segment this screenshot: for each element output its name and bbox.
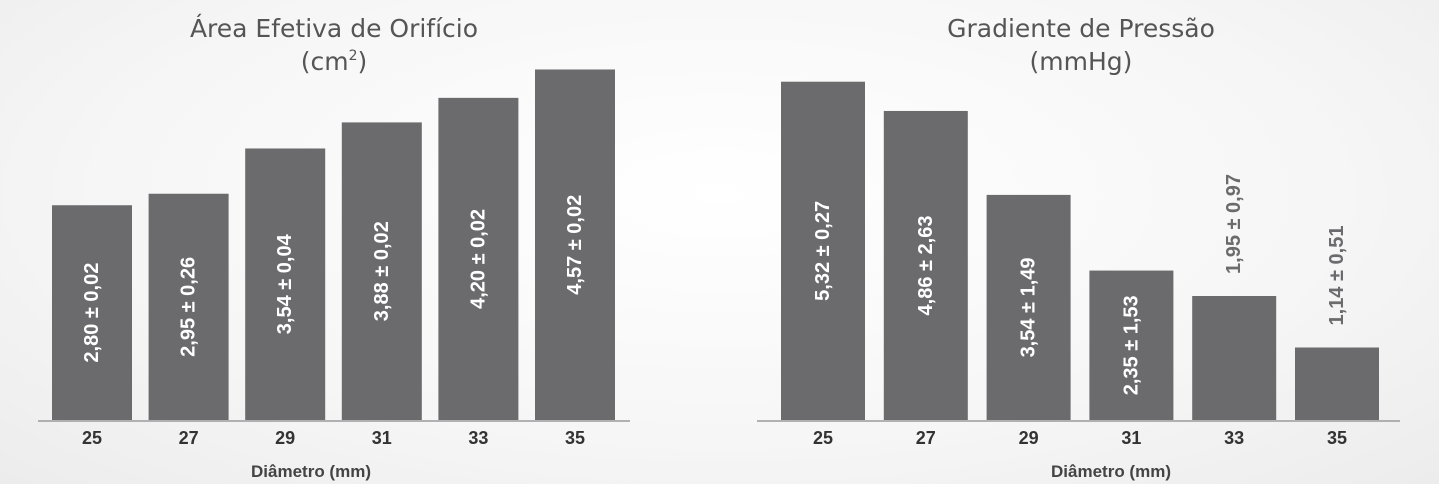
chart-title-line1: Área Efetiva de Orifício: [190, 14, 478, 43]
data-label: 1,95 ± 0,97: [1223, 174, 1245, 274]
chart-title-line2: (mmHg): [1030, 47, 1133, 76]
bar-31: [341, 122, 422, 421]
bar-33: [1192, 296, 1277, 420]
bar-27: [883, 110, 968, 420]
x-tick-label: 35: [565, 428, 585, 448]
x-tick-label: 25: [82, 428, 102, 448]
data-label: 2,80 ± 0,02: [81, 263, 103, 363]
x-tick-label: 25: [813, 428, 833, 448]
x-tick-label: 27: [179, 428, 199, 448]
x-tick-label: 35: [1327, 428, 1347, 448]
bar-35: [1295, 347, 1379, 420]
bar-27: [148, 193, 229, 420]
bar-25: [781, 81, 865, 420]
chart-title-line2: (cm2): [301, 47, 368, 76]
x-tick-label: 29: [275, 428, 295, 448]
bar-29: [986, 194, 1071, 420]
x-axis-label: Diâmetro (mm): [1051, 462, 1171, 481]
x-tick-label: 29: [1019, 428, 1039, 448]
data-label: 3,54 ± 1,49: [1018, 257, 1040, 357]
bar-31: [1089, 270, 1174, 420]
x-tick-label: 31: [1121, 428, 1141, 448]
chart-effective-orifice-area: Área Efetiva de Orifício (cm2) Diâmetro …: [38, 14, 630, 481]
bar-35: [535, 69, 615, 420]
data-label: 4,20 ± 0,02: [467, 209, 489, 309]
data-label: 4,86 ± 2,63: [915, 216, 937, 316]
chart-pressure-gradient: Gradiente de Pressão (mmHg) Diâmetro (mm…: [757, 14, 1400, 481]
data-label: 1,14 ± 0,51: [1326, 226, 1348, 326]
x-axis-label: Diâmetro (mm): [251, 462, 371, 481]
data-label: 2,95 ± 0,26: [178, 257, 200, 357]
x-tick-label: 27: [916, 428, 936, 448]
data-label: 2,35 ± 1,53: [1120, 295, 1142, 395]
x-tick-label: 31: [372, 428, 392, 448]
bar-33: [438, 97, 519, 421]
data-label: 4,57 ± 0,02: [564, 195, 586, 295]
data-label: 3,54 ± 0,04: [274, 233, 296, 334]
data-label: 3,88 ± 0,02: [371, 221, 393, 321]
x-tick-label: 33: [468, 428, 488, 448]
bar-25: [52, 205, 132, 420]
bar-29: [245, 148, 326, 421]
x-tick-label: 33: [1224, 428, 1244, 448]
chart-title-line1: Gradiente de Pressão: [947, 14, 1215, 43]
data-label: 5,32 ± 0,27: [812, 201, 834, 301]
